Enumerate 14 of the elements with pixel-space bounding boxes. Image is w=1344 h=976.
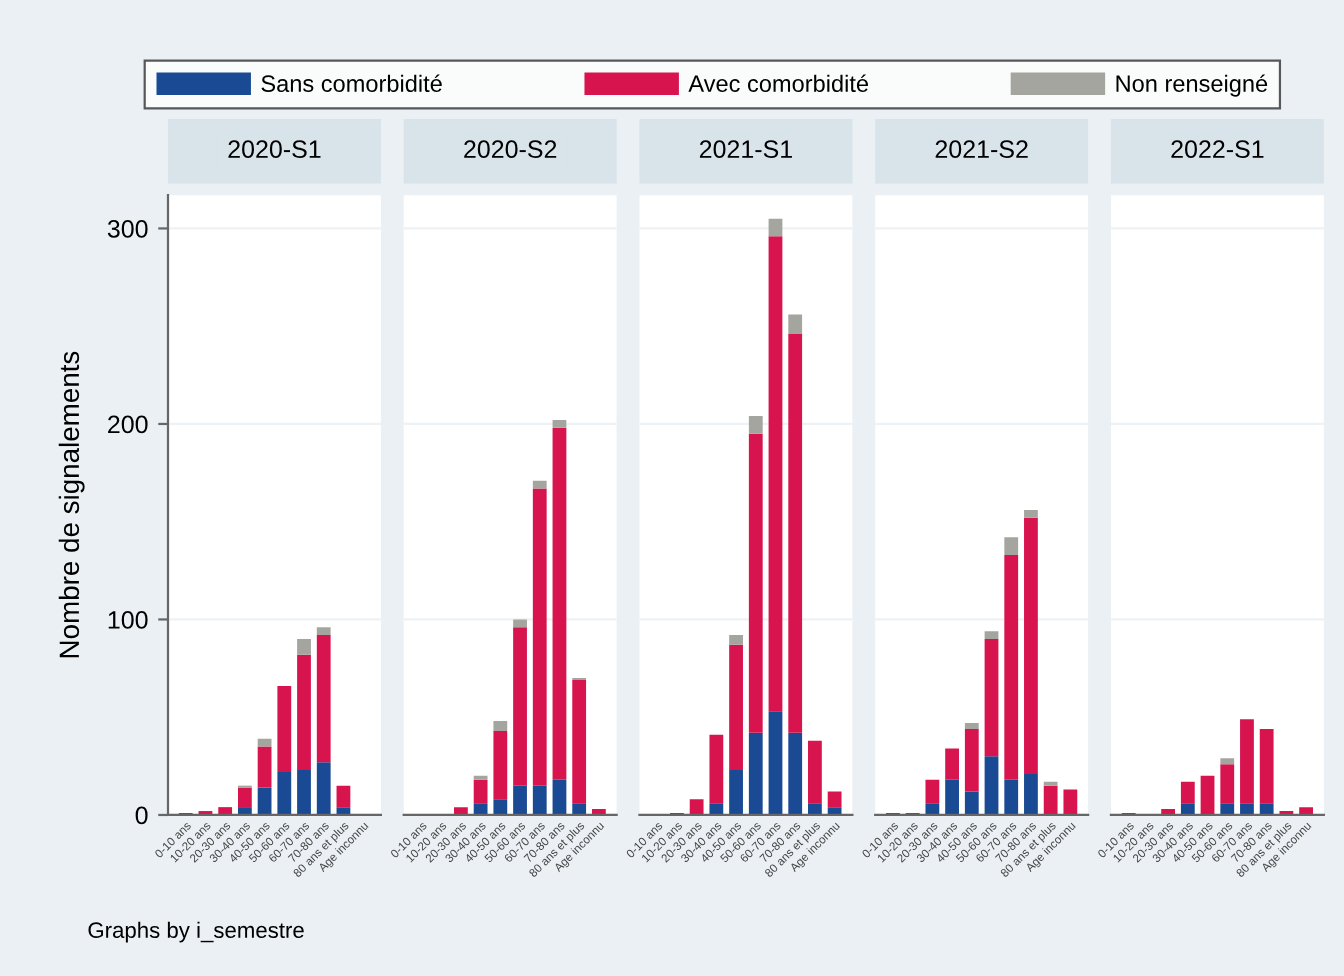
y-tick-label: 300 bbox=[107, 220, 148, 238]
chart-title: 2021-S1 bbox=[699, 140, 792, 158]
legend-label: Sans comorbidité bbox=[261, 74, 442, 92]
chart-title: 2020-S2 bbox=[464, 140, 557, 158]
chart-title: 2020-S1 bbox=[228, 140, 321, 158]
chart-title: 2021-S2 bbox=[935, 140, 1028, 158]
legend-label: Non renseigné bbox=[1116, 74, 1268, 97]
y-axis-title: Nombre de signalements bbox=[58, 351, 85, 658]
legend-label: Avec comorbidité bbox=[688, 74, 868, 92]
chart-title: 2022-S1 bbox=[1171, 140, 1264, 158]
y-tick-label: 100 bbox=[108, 611, 148, 629]
y-tick-label: 200 bbox=[108, 415, 148, 434]
y-tick-label: 0 bbox=[135, 806, 148, 825]
text: Graphs by i_semestre bbox=[88, 921, 304, 943]
